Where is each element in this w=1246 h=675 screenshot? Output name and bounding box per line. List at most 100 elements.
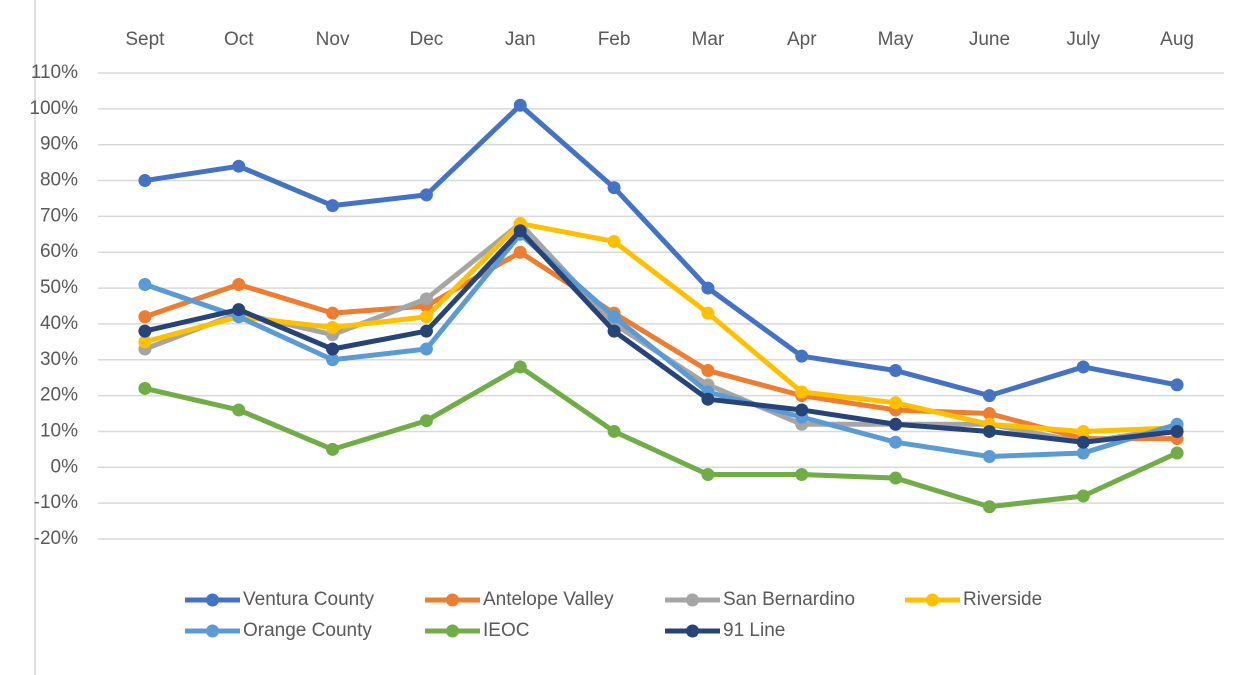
point xyxy=(138,335,152,349)
y-tick-label: 60% xyxy=(40,241,78,262)
point xyxy=(326,353,340,367)
legend-marker xyxy=(686,593,699,607)
y-tick-label: 70% xyxy=(40,205,78,226)
point xyxy=(232,303,246,317)
point xyxy=(419,324,433,338)
x-tick-label: May xyxy=(878,29,914,50)
y-tick-label: 20% xyxy=(40,385,78,406)
y-tick-label: 110% xyxy=(31,62,78,83)
x-tick-label: Mar xyxy=(692,29,725,50)
point xyxy=(138,174,152,188)
point xyxy=(1170,446,1184,460)
point xyxy=(138,277,152,291)
point xyxy=(326,199,340,213)
x-tick-label: Aug xyxy=(1160,29,1194,50)
y-tick-label: 10% xyxy=(40,420,78,441)
point xyxy=(982,424,996,438)
point xyxy=(607,181,621,195)
x-tick-label: Jan xyxy=(505,29,536,50)
point xyxy=(326,306,340,320)
series-line xyxy=(144,221,1178,434)
point xyxy=(889,435,903,449)
point xyxy=(513,98,527,112)
series-line xyxy=(144,228,1178,445)
point xyxy=(607,234,621,248)
legend-label: Riverside xyxy=(963,589,1042,610)
point xyxy=(326,342,340,356)
point xyxy=(795,403,809,417)
point xyxy=(982,407,996,421)
point xyxy=(419,414,433,428)
point xyxy=(232,159,246,173)
point xyxy=(1076,446,1090,460)
point xyxy=(513,360,527,374)
point xyxy=(138,310,152,324)
y-tick-label: 30% xyxy=(40,349,78,370)
point xyxy=(701,306,715,320)
point xyxy=(1076,424,1090,438)
point xyxy=(889,396,903,410)
y-tick-label: 100% xyxy=(29,98,78,119)
y-tick-label: -10% xyxy=(34,492,78,513)
point xyxy=(232,277,246,291)
x-tick-label: Feb xyxy=(598,29,631,50)
legend-label: San Bernardino xyxy=(723,589,855,610)
point xyxy=(513,224,527,238)
x-tick-label: Nov xyxy=(316,29,350,50)
point xyxy=(138,324,152,338)
point xyxy=(795,349,809,363)
point xyxy=(1170,378,1184,392)
legend-label: Orange County xyxy=(243,620,372,641)
point xyxy=(419,188,433,202)
point xyxy=(1076,489,1090,503)
point xyxy=(1170,424,1184,438)
x-tick-label: Dec xyxy=(410,29,444,50)
x-tick-label: Apr xyxy=(787,29,817,50)
point xyxy=(232,403,246,417)
y-tick-label: 90% xyxy=(40,134,78,155)
y-tick-label: 50% xyxy=(40,277,78,298)
point xyxy=(701,392,715,406)
series-line xyxy=(144,364,1179,510)
point xyxy=(889,417,903,431)
x-tick-label: Oct xyxy=(224,29,254,50)
series-line xyxy=(144,102,1178,399)
point xyxy=(701,467,715,481)
point xyxy=(1076,435,1090,449)
legend-marker xyxy=(686,624,699,638)
legend-marker xyxy=(926,593,939,607)
x-tick-label: June xyxy=(969,29,1010,50)
point xyxy=(982,500,996,514)
series-line xyxy=(144,231,1178,460)
y-tick-label: 0% xyxy=(51,456,79,477)
x-tick-label: Sept xyxy=(125,29,165,50)
point xyxy=(419,342,433,356)
point xyxy=(982,389,996,403)
point xyxy=(326,442,340,456)
y-tick-label: -20% xyxy=(34,528,78,549)
point xyxy=(1076,360,1090,374)
point xyxy=(795,467,809,481)
legend-label: Antelope Valley xyxy=(483,589,614,610)
point xyxy=(889,471,903,485)
point xyxy=(326,321,340,335)
point xyxy=(419,310,433,324)
point xyxy=(607,310,621,324)
series-line xyxy=(144,249,1178,442)
legend-label: 91 Line xyxy=(723,620,785,641)
legend-marker xyxy=(446,593,459,607)
point xyxy=(982,450,996,464)
legend-label: Ventura County xyxy=(243,589,374,610)
x-tick-label: July xyxy=(1066,29,1100,50)
point xyxy=(513,245,527,259)
legend-label: IEOC xyxy=(483,620,529,641)
y-tick-label: 80% xyxy=(40,170,78,191)
y-tick-label: 40% xyxy=(40,313,78,334)
point xyxy=(607,324,621,338)
point xyxy=(795,385,809,399)
point xyxy=(607,424,621,438)
point xyxy=(138,381,152,395)
legend-marker xyxy=(206,624,219,638)
